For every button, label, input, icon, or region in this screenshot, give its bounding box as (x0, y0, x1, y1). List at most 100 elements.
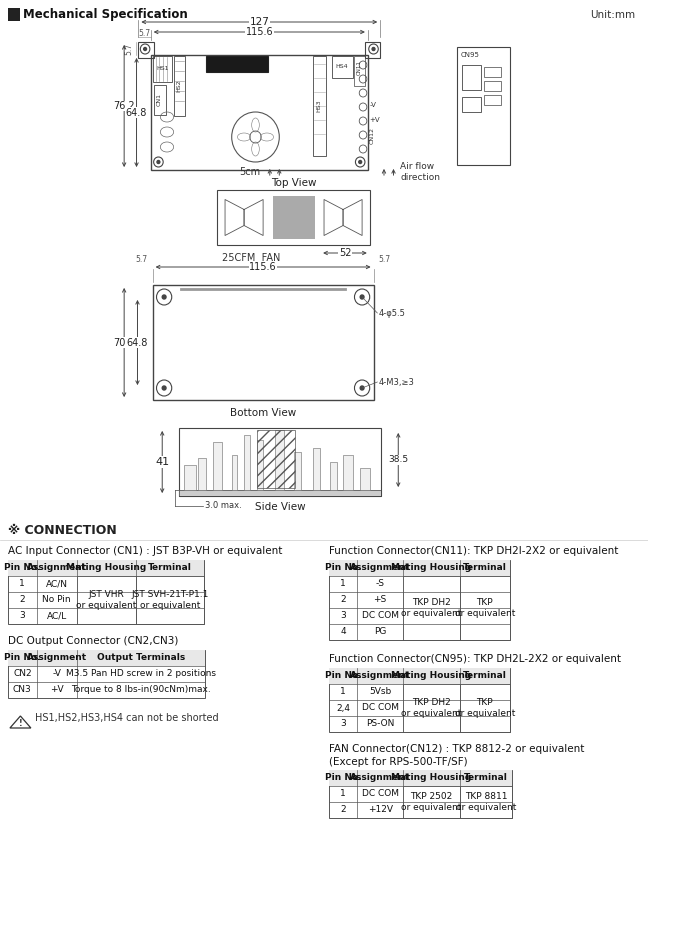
Text: Side View: Side View (255, 502, 305, 512)
Bar (135, 576, 204, 624)
Text: +V: +V (50, 685, 63, 695)
Text: 5.7: 5.7 (139, 29, 151, 38)
Text: +S: +S (373, 595, 387, 605)
Text: 5.7: 5.7 (124, 42, 134, 54)
Text: ※ CONNECTION: ※ CONNECTION (8, 524, 117, 537)
Bar (343, 455, 352, 490)
Text: DC Output Connector (CN2,CN3): DC Output Connector (CN2,CN3) (8, 636, 178, 646)
Text: 64.8: 64.8 (126, 338, 148, 347)
Bar (8, 560, 204, 576)
Text: 4-φ5.5: 4-φ5.5 (378, 309, 405, 317)
Bar (154, 85, 166, 115)
Bar (403, 576, 460, 640)
Bar (275, 430, 284, 490)
Bar (153, 285, 373, 400)
Text: 25CFM  FAN: 25CFM FAN (222, 253, 281, 263)
Text: 5.7: 5.7 (136, 255, 148, 264)
Text: CN11: CN11 (357, 60, 362, 75)
Bar (184, 465, 196, 490)
Bar (329, 560, 509, 576)
Text: TKP
or equivalent: TKP or equivalent (455, 698, 515, 718)
Bar (329, 560, 509, 640)
Text: +V: +V (370, 117, 380, 123)
Text: TKP 2502
or equivalent: TKP 2502 or equivalent (401, 792, 462, 812)
Bar (173, 56, 185, 116)
Text: Mating Housing: Mating Housing (392, 563, 472, 573)
Text: 2: 2 (340, 806, 346, 814)
Text: 38.5: 38.5 (388, 456, 408, 464)
Text: +12V: +12V (368, 806, 392, 814)
Text: -S: -S (375, 579, 385, 589)
Bar (403, 684, 460, 732)
Text: Terminal: Terminal (464, 773, 508, 782)
Text: Assignment: Assignment (27, 653, 86, 663)
Text: TKP
or equivalent: TKP or equivalent (455, 598, 515, 618)
Text: CN2: CN2 (13, 669, 32, 679)
Bar (403, 576, 509, 640)
Text: Top View: Top View (271, 178, 316, 188)
Bar (313, 448, 320, 490)
Text: 41: 41 (155, 457, 169, 467)
Text: 127: 127 (250, 17, 269, 27)
Bar (403, 786, 513, 818)
Bar (218, 190, 370, 245)
Text: TKP DH2
or equivalent: TKP DH2 or equivalent (401, 698, 462, 718)
Bar (403, 786, 460, 818)
Bar (258, 440, 263, 490)
Text: HS4: HS4 (336, 65, 348, 69)
Bar (329, 770, 513, 818)
Text: HS2: HS2 (177, 80, 182, 93)
Bar (460, 576, 509, 640)
Text: Assignment: Assignment (350, 563, 410, 573)
Bar (462, 97, 481, 112)
Text: PG: PG (374, 627, 386, 636)
Bar (206, 56, 268, 72)
Text: TKP DH2
or equivalent: TKP DH2 or equivalent (401, 598, 462, 618)
Text: HS1: HS1 (156, 66, 169, 71)
Bar (354, 56, 365, 86)
Circle shape (157, 160, 160, 164)
Bar (180, 428, 381, 496)
Text: 70.5: 70.5 (114, 338, 135, 347)
Text: !: ! (18, 719, 22, 727)
Bar (199, 458, 206, 490)
Text: CN3: CN3 (13, 685, 32, 695)
Bar (8, 8, 20, 21)
Circle shape (143, 48, 146, 51)
Text: FAN Connector(CN12) : TKP 8812-2 or equivalent: FAN Connector(CN12) : TKP 8812-2 or equi… (329, 744, 584, 754)
Text: 1: 1 (340, 789, 346, 798)
Bar (139, 42, 154, 58)
Circle shape (360, 295, 364, 299)
Text: 115.6: 115.6 (245, 27, 273, 37)
Text: 5cm: 5cm (239, 167, 260, 177)
Text: Mechanical Specification: Mechanical Specification (23, 8, 188, 21)
Text: -V: -V (370, 102, 377, 108)
Circle shape (163, 295, 166, 299)
Text: 76.2: 76.2 (114, 101, 135, 111)
Bar (332, 56, 352, 78)
Text: JST SVH-21T-P1.1
or equivalent: JST SVH-21T-P1.1 or equivalent (131, 591, 209, 609)
Bar (329, 668, 509, 732)
Text: Terminal: Terminal (463, 563, 507, 573)
Bar (457, 47, 509, 165)
Text: 1: 1 (340, 688, 346, 696)
Text: 2: 2 (340, 595, 346, 605)
Text: 3: 3 (340, 720, 346, 728)
Bar (330, 462, 337, 490)
Text: 4-M3,≥3: 4-M3,≥3 (378, 377, 414, 387)
Bar (244, 435, 250, 490)
Bar (180, 490, 381, 496)
Text: 3.0 max.: 3.0 max. (205, 502, 242, 510)
Circle shape (359, 160, 362, 164)
Bar (151, 55, 368, 170)
Bar (153, 56, 172, 82)
Bar (213, 442, 222, 490)
Text: HS1,HS2,HS3,HS4 can not be shorted: HS1,HS2,HS3,HS4 can not be shorted (35, 713, 218, 723)
Text: 3: 3 (340, 611, 346, 621)
Text: CN95: CN95 (460, 52, 479, 58)
Text: 1: 1 (340, 579, 346, 589)
Circle shape (372, 48, 375, 51)
Bar (273, 196, 315, 239)
Text: Unit:mm: Unit:mm (590, 9, 636, 20)
Text: M3.5 Pan HD screw in 2 positions: M3.5 Pan HD screw in 2 positions (66, 669, 216, 679)
